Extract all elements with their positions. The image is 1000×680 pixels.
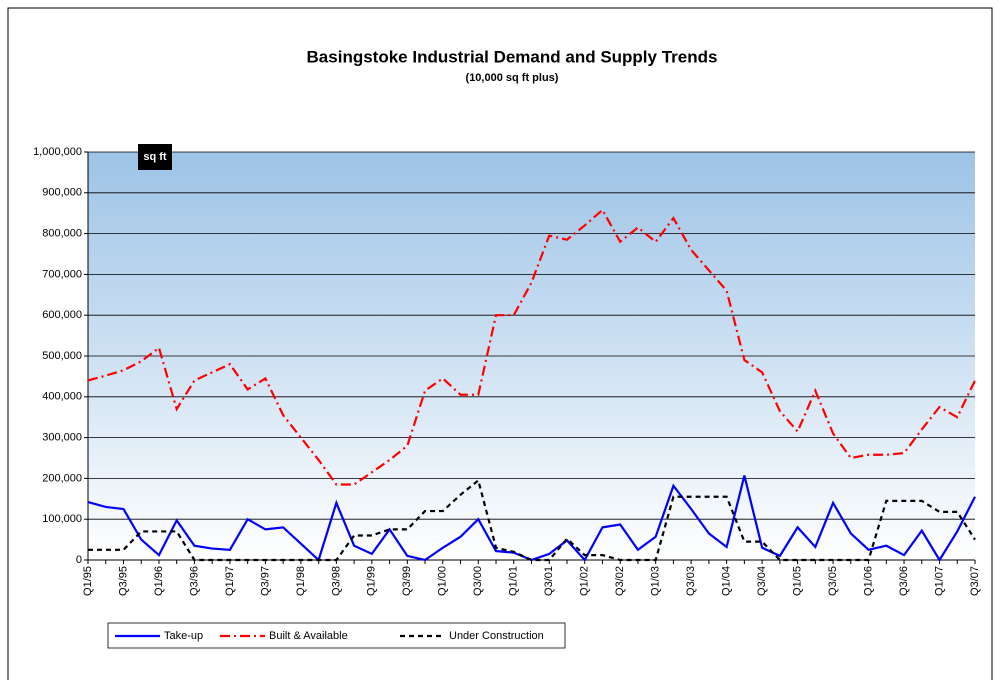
chart-subtitle: (10,000 sq ft plus) (466, 72, 559, 84)
x-tick-label: Q3/03 (685, 566, 697, 596)
x-tick-label: Q3/95 (117, 566, 129, 596)
x-tick-label: Q3/00 (472, 566, 484, 596)
series-line (88, 478, 976, 562)
x-tick-label: Q1/00 (437, 566, 449, 596)
x-tick-label: Q1/98 (295, 566, 307, 596)
x-tick-label: Q1/01 (508, 566, 520, 596)
legend-label: Built & Available (269, 630, 348, 642)
x-tick-label: Q1/95 (82, 566, 94, 596)
legend-label: Under Construction (449, 630, 544, 642)
y-tick-label: 400,000 (42, 391, 82, 403)
x-tick-label: Q1/02 (579, 566, 591, 596)
chart-title: Basingstoke Industrial Demand and Supply… (307, 47, 718, 66)
x-tick-label: Q3/05 (827, 566, 839, 596)
x-tick-label: Q3/96 (188, 566, 200, 596)
legend-box (107, 622, 566, 649)
x-tick-label: Q3/04 (756, 566, 768, 596)
x-tick-label: Q1/97 (224, 566, 236, 596)
series-line (87, 208, 976, 486)
x-tick-label: Q1/96 (153, 566, 165, 596)
y-tick-label: 700,000 (42, 268, 82, 280)
y-tick-label: 100,000 (42, 513, 82, 525)
y-tick-label: 500,000 (42, 350, 82, 362)
x-tick-label: Q1/05 (792, 566, 804, 596)
x-tick-label: Q1/07 (933, 566, 945, 596)
x-tick-label: Q3/02 (614, 566, 626, 596)
y-tick-label: 900,000 (42, 187, 82, 199)
x-tick-label: Q3/98 (330, 566, 342, 596)
y-tick-label: 600,000 (42, 309, 82, 321)
x-tick-label: Q3/99 (401, 566, 413, 596)
x-tick-label: Q3/97 (259, 566, 271, 596)
x-tick-label: Q1/03 (650, 566, 662, 596)
x-tick-label: Q3/06 (898, 566, 910, 596)
x-tick-label: Q1/99 (366, 566, 378, 596)
x-tick-label: Q1/04 (721, 566, 733, 596)
y-tick-label: 300,000 (42, 432, 82, 444)
x-tick-label: Q1/06 (862, 566, 874, 596)
annotation: sq ft (143, 151, 167, 163)
legend-label: Take-up (164, 630, 203, 642)
x-tick-label: Q3/07 (969, 566, 981, 596)
y-tick-label: 200,000 (42, 472, 82, 484)
y-tick-label: 0 (76, 554, 82, 566)
y-tick-label: 1,000,000 (33, 146, 82, 158)
series-line (87, 475, 976, 563)
x-tick-label: Q3/01 (543, 566, 555, 596)
y-tick-label: 800,000 (42, 228, 82, 240)
annotation-box (138, 144, 172, 170)
frame (7, 7, 993, 680)
